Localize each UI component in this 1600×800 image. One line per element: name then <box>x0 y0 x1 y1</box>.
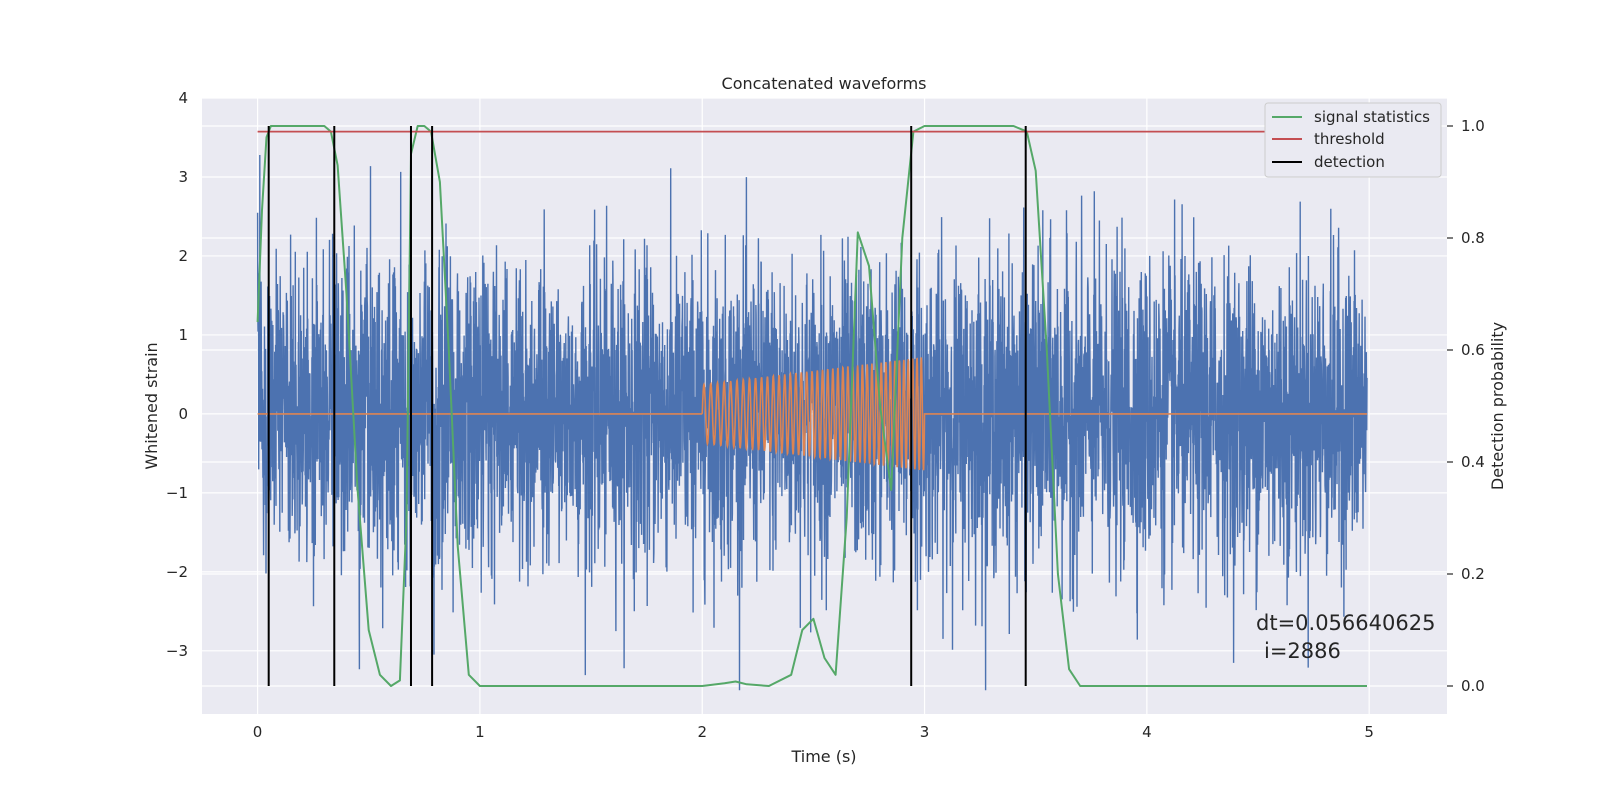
y2-tick-label: 0.2 <box>1461 565 1485 583</box>
legend-label-signal-statistics: signal statistics <box>1314 108 1430 126</box>
y-tick-label: −1 <box>166 484 188 502</box>
legend-box <box>1264 102 1442 178</box>
ticks: 0 1 2 3 4 5 −3 −2 −1 0 1 2 3 4 0.0 0.2 0.4 0.6 0.8 1.0 <box>166 89 1485 741</box>
y-tick-label: 1 <box>178 326 188 344</box>
x-tick-label: 2 <box>697 723 707 741</box>
y-axis-title: Whitened strain <box>142 342 161 469</box>
x-axis-title: Time (s) <box>790 747 856 766</box>
y-tick-label: 3 <box>178 168 188 186</box>
legend: signal statistics threshold detection <box>1264 102 1442 178</box>
y-tick-label: −3 <box>166 642 188 660</box>
y2-tick-label: 0.0 <box>1461 677 1485 695</box>
x-tick-label: 1 <box>475 723 485 741</box>
y-tick-label: 2 <box>178 247 188 265</box>
signal-statistics-line <box>256 125 1367 687</box>
x-tick-label: 4 <box>1142 723 1152 741</box>
y-tick-label: 0 <box>178 405 188 423</box>
y2-axis-title: Detection probability <box>1488 322 1507 490</box>
annotation-i: i=2886 <box>1264 639 1341 663</box>
annotation-dt: dt=0.056640625 <box>1256 611 1435 635</box>
x-tick-label: 3 <box>920 723 930 741</box>
x-tick-label: 0 <box>253 723 263 741</box>
y-tick-label: 4 <box>178 89 188 107</box>
y2-tick-label: 1.0 <box>1461 117 1485 135</box>
y-tick-label: −2 <box>166 563 188 581</box>
x-tick-label: 5 <box>1364 723 1374 741</box>
probability-series <box>256 125 1367 687</box>
y2-tick-label: 0.8 <box>1461 229 1485 247</box>
chart-title: Concatenated waveforms <box>722 74 927 93</box>
y2-tick-label: 0.6 <box>1461 341 1485 359</box>
y2-tick-label: 0.4 <box>1461 453 1485 471</box>
legend-label-threshold: threshold <box>1314 130 1385 148</box>
legend-label-detection: detection <box>1314 153 1385 171</box>
